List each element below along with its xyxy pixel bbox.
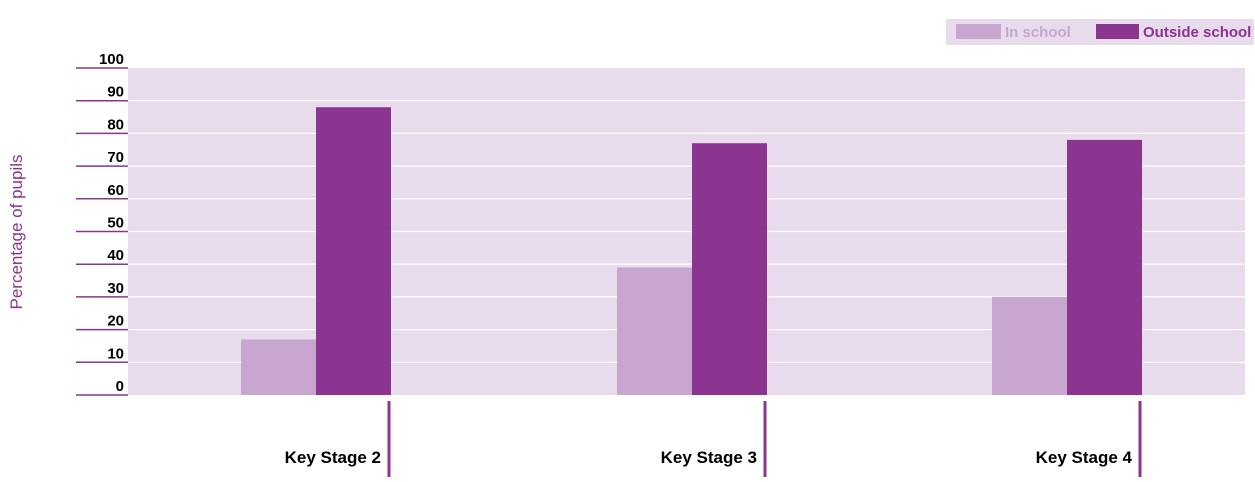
x-axis-categories: Key Stage 2 Key Stage 3 Key Stage 4 (285, 401, 1142, 477)
y-tick-label: 60 (107, 182, 124, 199)
category-label: Key Stage 2 (285, 448, 381, 467)
y-tick-label: 90 (107, 84, 124, 101)
category-label: Key Stage 4 (1036, 448, 1133, 467)
legend-label: Outside school (1143, 24, 1251, 41)
y-tick-label: 40 (107, 247, 124, 264)
legend: In school Outside school (946, 19, 1254, 45)
bar-in-school (241, 339, 316, 395)
y-tick-label: 50 (107, 215, 124, 232)
bar-in-school (992, 296, 1067, 395)
y-tick-label: 30 (107, 280, 124, 297)
bar-outside-school (1067, 139, 1142, 395)
y-axis-ticks: 0 10 20 30 40 50 60 70 80 90 100 (76, 51, 128, 396)
category-label: Key Stage 3 (661, 448, 757, 467)
legend-label: In school (1005, 24, 1071, 41)
y-tick-label: 0 (116, 378, 124, 395)
legend-swatch (1096, 24, 1139, 39)
bar-outside-school (316, 107, 391, 396)
bars (241, 107, 1142, 396)
y-axis-title: Percentage of pupils (7, 155, 26, 310)
y-tick-label: 20 (107, 313, 124, 330)
bar-outside-school (692, 143, 767, 395)
bar-in-school (617, 267, 692, 395)
y-tick-label: 100 (99, 51, 124, 68)
legend-swatch (956, 24, 1001, 39)
y-tick-label: 10 (107, 345, 124, 362)
y-tick-label: 70 (107, 149, 124, 166)
y-tick-label: 80 (107, 116, 124, 133)
